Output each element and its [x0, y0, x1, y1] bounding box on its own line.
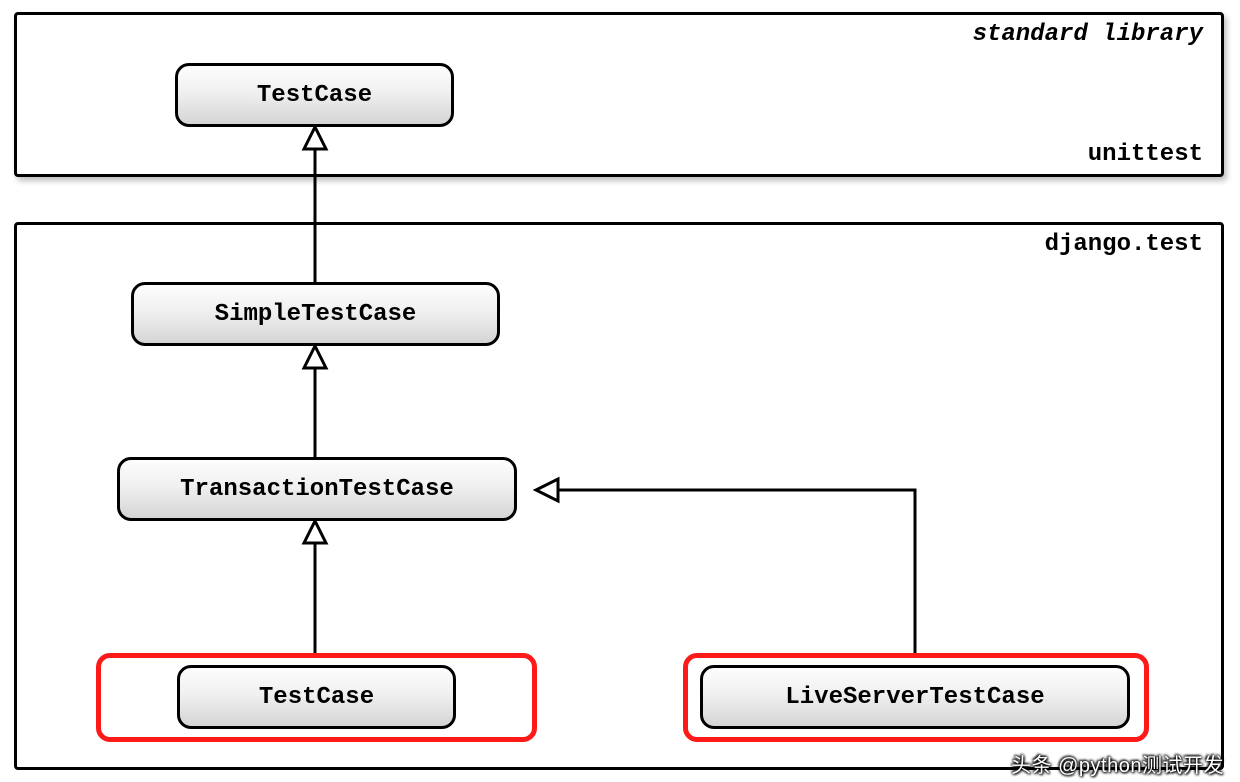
- node-django-testcase: TestCase: [177, 665, 456, 729]
- watermark-text: 头条 @python测试开发: [1011, 749, 1224, 778]
- stdlib-label-bottom: unittest: [1088, 141, 1203, 168]
- node-label: SimpleTestCase: [215, 301, 417, 328]
- node-label: TransactionTestCase: [180, 476, 454, 503]
- node-label: LiveServerTestCase: [785, 684, 1044, 711]
- django-label-top: django.test: [1045, 231, 1203, 258]
- node-unittest-testcase: TestCase: [175, 63, 454, 127]
- node-label: TestCase: [259, 684, 374, 711]
- node-transaction-testcase: TransactionTestCase: [117, 457, 517, 521]
- node-label: TestCase: [257, 82, 372, 109]
- node-liveserver-testcase: LiveServerTestCase: [700, 665, 1130, 729]
- stdlib-label-top: standard library: [973, 21, 1203, 48]
- node-simple-testcase: SimpleTestCase: [131, 282, 500, 346]
